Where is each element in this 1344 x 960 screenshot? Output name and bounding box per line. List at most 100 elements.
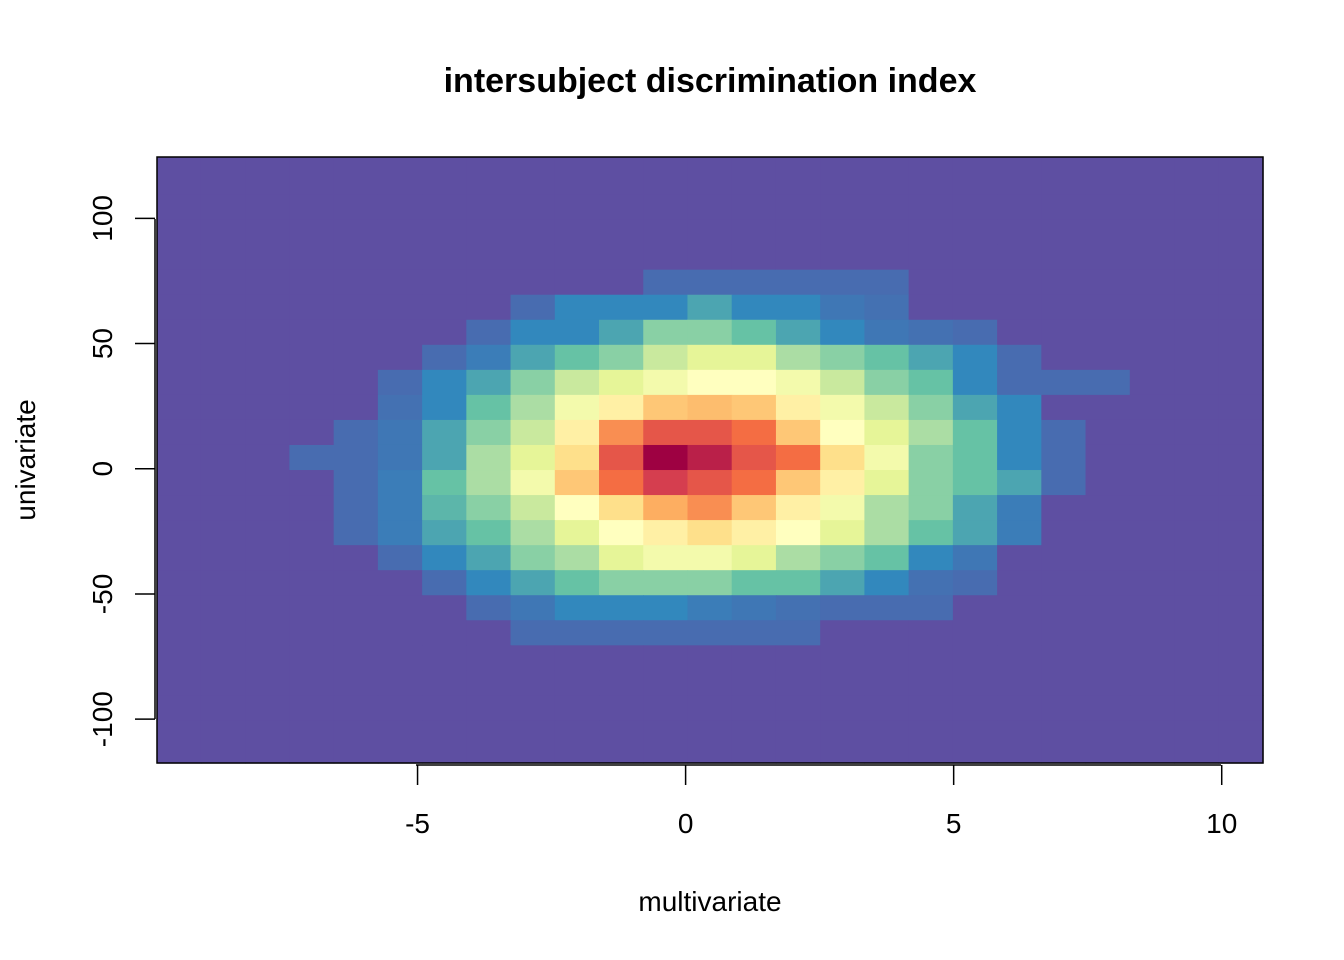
heatmap-cell <box>510 670 556 696</box>
heatmap-cell <box>466 520 512 546</box>
heatmap-cell <box>775 319 821 346</box>
heatmap-cell <box>200 194 246 221</box>
heatmap-cell <box>554 157 600 196</box>
heatmap-cell <box>200 570 246 596</box>
heatmap-cell <box>864 194 910 221</box>
heatmap-cell <box>289 369 335 396</box>
heatmap-cell <box>1085 419 1131 446</box>
heatmap-cell <box>289 670 335 696</box>
heatmap-cell <box>422 670 467 696</box>
heatmap-cell <box>1085 319 1131 346</box>
heatmap-cell <box>952 269 998 296</box>
heatmap-cell <box>377 645 423 671</box>
heatmap-cell <box>820 294 865 321</box>
heatmap-cell <box>289 444 335 471</box>
heatmap-cell <box>820 645 865 671</box>
heatmap-cell <box>1129 369 1175 396</box>
heatmap-cell <box>466 620 512 646</box>
heatmap-cell <box>687 495 733 521</box>
heatmap-cell <box>1174 495 1219 521</box>
heatmap-cell <box>643 394 689 421</box>
heatmap-cell <box>687 595 733 621</box>
heatmap-cell <box>908 720 954 764</box>
heatmap-cell <box>1129 495 1175 521</box>
heatmap-cell <box>952 157 998 196</box>
heatmap-cell <box>289 219 335 246</box>
heatmap-cell <box>599 695 644 722</box>
heatmap-cell <box>775 194 821 221</box>
heatmap-cell <box>952 419 998 446</box>
heatmap-cell <box>377 319 423 346</box>
heatmap-cell <box>1174 394 1219 421</box>
heatmap-cell <box>731 294 777 321</box>
heatmap-cell <box>1041 369 1087 396</box>
heatmap-cell <box>1174 720 1219 764</box>
heatmap-cell <box>1041 219 1087 246</box>
heatmap-cell <box>200 520 246 546</box>
heatmap-cell <box>643 269 689 296</box>
heatmap-cell <box>157 419 202 446</box>
heatmap-cell <box>157 157 202 196</box>
heatmap-cell <box>820 394 865 421</box>
heatmap-cell <box>775 645 821 671</box>
heatmap-cell <box>952 520 998 546</box>
heatmap-cell <box>510 344 556 371</box>
heatmap-cell <box>687 570 733 596</box>
heatmap-cell <box>908 444 954 471</box>
heatmap-cell <box>864 695 910 722</box>
heatmap-cell <box>1129 645 1175 671</box>
heatmap-cell <box>820 620 865 646</box>
heatmap-cell <box>422 495 467 521</box>
heatmap-cell <box>554 444 600 471</box>
heatmap-cell <box>864 394 910 421</box>
heatmap-cell <box>864 620 910 646</box>
y-tick-label: 100 <box>87 195 118 242</box>
heatmap-cell <box>289 244 335 271</box>
heatmap-cell <box>422 645 467 671</box>
heatmap-cell <box>422 344 467 371</box>
heatmap-cell <box>820 520 865 546</box>
heatmap-cell <box>997 244 1042 271</box>
heatmap-cell <box>554 620 600 646</box>
heatmap-cell <box>245 219 291 246</box>
heatmap-cell <box>952 545 998 571</box>
heatmap-cell <box>643 244 689 271</box>
heatmap-cell <box>200 595 246 621</box>
heatmap-cell <box>864 570 910 596</box>
heatmap-cell <box>200 319 246 346</box>
heatmap-cell <box>245 545 291 571</box>
heatmap-cell <box>1085 470 1131 496</box>
heatmap-cell <box>554 244 600 271</box>
heatmap-cell <box>510 595 556 621</box>
heatmap-cell <box>200 620 246 646</box>
heatmap-cell <box>1129 269 1175 296</box>
heatmap-cell <box>997 369 1042 396</box>
heatmap-cell <box>377 344 423 371</box>
heatmap-cell <box>731 495 777 521</box>
heatmap-cell <box>731 344 777 371</box>
heatmap-cell <box>554 344 600 371</box>
heatmap-cell <box>157 520 202 546</box>
heatmap-cell <box>687 470 733 496</box>
heatmap-cell <box>643 595 689 621</box>
heatmap-cell <box>200 369 246 396</box>
heatmap-cell <box>377 394 423 421</box>
heatmap-cell <box>775 670 821 696</box>
heatmap-cell <box>775 545 821 571</box>
heatmap-cell <box>775 244 821 271</box>
heatmap-cell <box>333 194 379 221</box>
heatmap-cell <box>289 520 335 546</box>
heatmap-cell <box>1174 695 1219 722</box>
heatmap-cell <box>775 344 821 371</box>
heatmap-cell <box>997 319 1042 346</box>
heatmap-cell <box>1041 269 1087 296</box>
heatmap-cell <box>643 294 689 321</box>
heatmap-cell <box>245 394 291 421</box>
heatmap-cell <box>422 219 467 246</box>
heatmap-cell <box>1218 394 1264 421</box>
heatmap-cell <box>377 194 423 221</box>
heatmap-cell <box>1218 670 1264 696</box>
heatmap-cell <box>952 695 998 722</box>
heatmap-cell <box>864 545 910 571</box>
heatmap-cell <box>157 269 202 296</box>
